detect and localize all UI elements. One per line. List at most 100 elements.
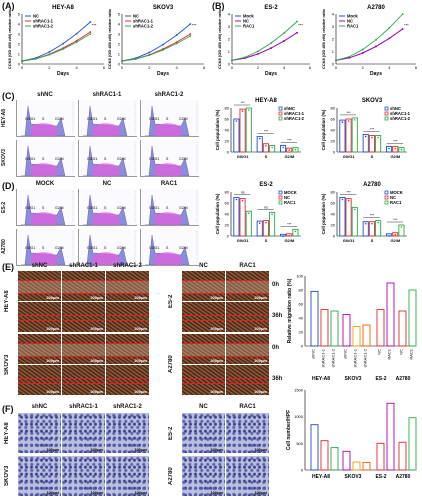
bar xyxy=(352,325,361,347)
series-point xyxy=(375,45,377,48)
phase-label: G0/G1 xyxy=(87,206,97,210)
group-label: S xyxy=(371,154,374,159)
phase-label: G2/M xyxy=(179,157,188,161)
wound-image: 200μm xyxy=(226,302,269,332)
legend-label: shNC xyxy=(284,106,295,111)
bar xyxy=(376,442,385,471)
y-tick-label: 0 xyxy=(227,150,230,155)
column-label: shRAC1-1 xyxy=(69,263,98,269)
histogram-svg: G0/G1 S G2/M xyxy=(21,102,74,137)
x-tick-label: 4 xyxy=(388,65,391,70)
series-point xyxy=(75,39,78,42)
bar-dot xyxy=(241,199,244,202)
y-tick-label: 1000 xyxy=(294,414,304,419)
wound-gap xyxy=(18,280,61,294)
histogram-svg: G0/G1 S G2/M xyxy=(83,191,136,226)
series-line xyxy=(335,13,403,61)
bar xyxy=(239,108,246,153)
bar-dot xyxy=(265,144,267,147)
bar xyxy=(345,198,352,237)
wound-image: 200μm xyxy=(182,302,225,332)
chart-title: HEY-A8 xyxy=(52,5,74,11)
phase-label: S xyxy=(104,117,107,121)
series-point xyxy=(270,42,272,45)
legend-label: NC xyxy=(347,19,353,24)
series-point xyxy=(48,53,51,56)
series-point xyxy=(401,13,404,15)
legend-label: MOCK xyxy=(390,190,403,195)
legend-label: RAC1 xyxy=(347,24,359,29)
bar xyxy=(345,118,352,153)
y-tick-label: 1 xyxy=(118,52,121,57)
bar xyxy=(245,107,252,153)
cell-population-charts: HEY-A8 0 20 40 60 80 Cell population (%) G0/G1 *… xyxy=(215,98,411,243)
significance-label: *** xyxy=(298,23,303,28)
series-point xyxy=(89,33,92,35)
phase-label: G0/G1 xyxy=(149,117,159,121)
phase-label: S xyxy=(42,157,45,161)
significance-label: *** xyxy=(264,130,269,134)
histogram-svg: G0/G1 S G2/M xyxy=(21,191,74,226)
column-label: MOCK xyxy=(35,181,55,187)
phase-label: G2/M xyxy=(179,246,188,250)
significance-label: *** xyxy=(370,214,375,218)
series-point xyxy=(175,42,178,45)
bar xyxy=(320,440,329,471)
bar xyxy=(256,136,263,153)
phase-label: G2/M xyxy=(117,157,126,161)
bar xyxy=(386,146,393,153)
bar xyxy=(362,324,371,347)
group-label: ES-2 xyxy=(375,376,386,382)
scale-bar-label: 200μm xyxy=(90,295,103,300)
histogram-plot: G0/G1 S G2/M xyxy=(16,140,75,177)
bar-dot xyxy=(377,136,379,139)
scale-bar-label: 100μm xyxy=(134,447,147,452)
y-tick-label: 60 xyxy=(331,201,336,206)
series-point xyxy=(361,52,364,54)
bar xyxy=(398,310,407,347)
invasion-image: 100μm xyxy=(18,456,61,496)
wound-gap xyxy=(106,377,149,385)
bar-dot xyxy=(241,110,244,112)
s-phase-area xyxy=(93,252,119,265)
bar-dot xyxy=(353,208,356,211)
s-phase-area xyxy=(93,212,119,225)
y-tick-label: 3 xyxy=(18,32,21,37)
phase-label: S xyxy=(42,246,45,250)
y-tick-label: 0 xyxy=(301,344,304,349)
y-tick-label: 4 xyxy=(118,22,121,27)
bar xyxy=(362,133,369,153)
time-label: 0h xyxy=(272,282,280,288)
group-label: HEY-A8 xyxy=(312,474,330,480)
bar xyxy=(376,309,385,347)
chart-title: SKOV3 xyxy=(362,98,383,104)
invasion-image: 100μm xyxy=(182,456,225,496)
bar xyxy=(292,228,299,237)
phase-label: G2/M xyxy=(55,117,64,121)
y-tick-label: 20 xyxy=(225,223,230,228)
legend-label: shRAC1-2 xyxy=(390,116,411,121)
y-axis-label: CCK8 (OD 450 nM) relative ratio xyxy=(321,8,326,69)
wound-gap xyxy=(226,280,269,294)
y-tick-label: 500 xyxy=(296,441,303,446)
bar-dot xyxy=(364,222,367,225)
invasion-image: 100μm xyxy=(182,413,225,453)
row-label: ES-2 xyxy=(168,426,174,440)
legend-label: NC xyxy=(284,195,290,200)
wound-gap xyxy=(182,343,225,357)
histogram-plot: G0/G1 S G2/M xyxy=(78,229,137,266)
legend-label: RAC1 xyxy=(284,200,296,205)
y-tick-label: 3 xyxy=(332,24,335,29)
column-label: NC xyxy=(199,263,208,269)
series-point xyxy=(283,32,285,35)
scale-bar-label: 200μm xyxy=(90,358,103,363)
y-tick-label: 40 xyxy=(299,316,304,321)
scale-bar-label: 100μm xyxy=(254,490,267,495)
legend-label: shRAC1-2 xyxy=(133,24,154,29)
bar-dot xyxy=(377,221,379,224)
bar xyxy=(398,147,405,153)
group-label: HEY-A8 xyxy=(312,376,330,382)
y-tick-label: 20 xyxy=(331,223,336,228)
wound-image: 200μm xyxy=(18,365,61,395)
bar-dot xyxy=(394,147,397,150)
